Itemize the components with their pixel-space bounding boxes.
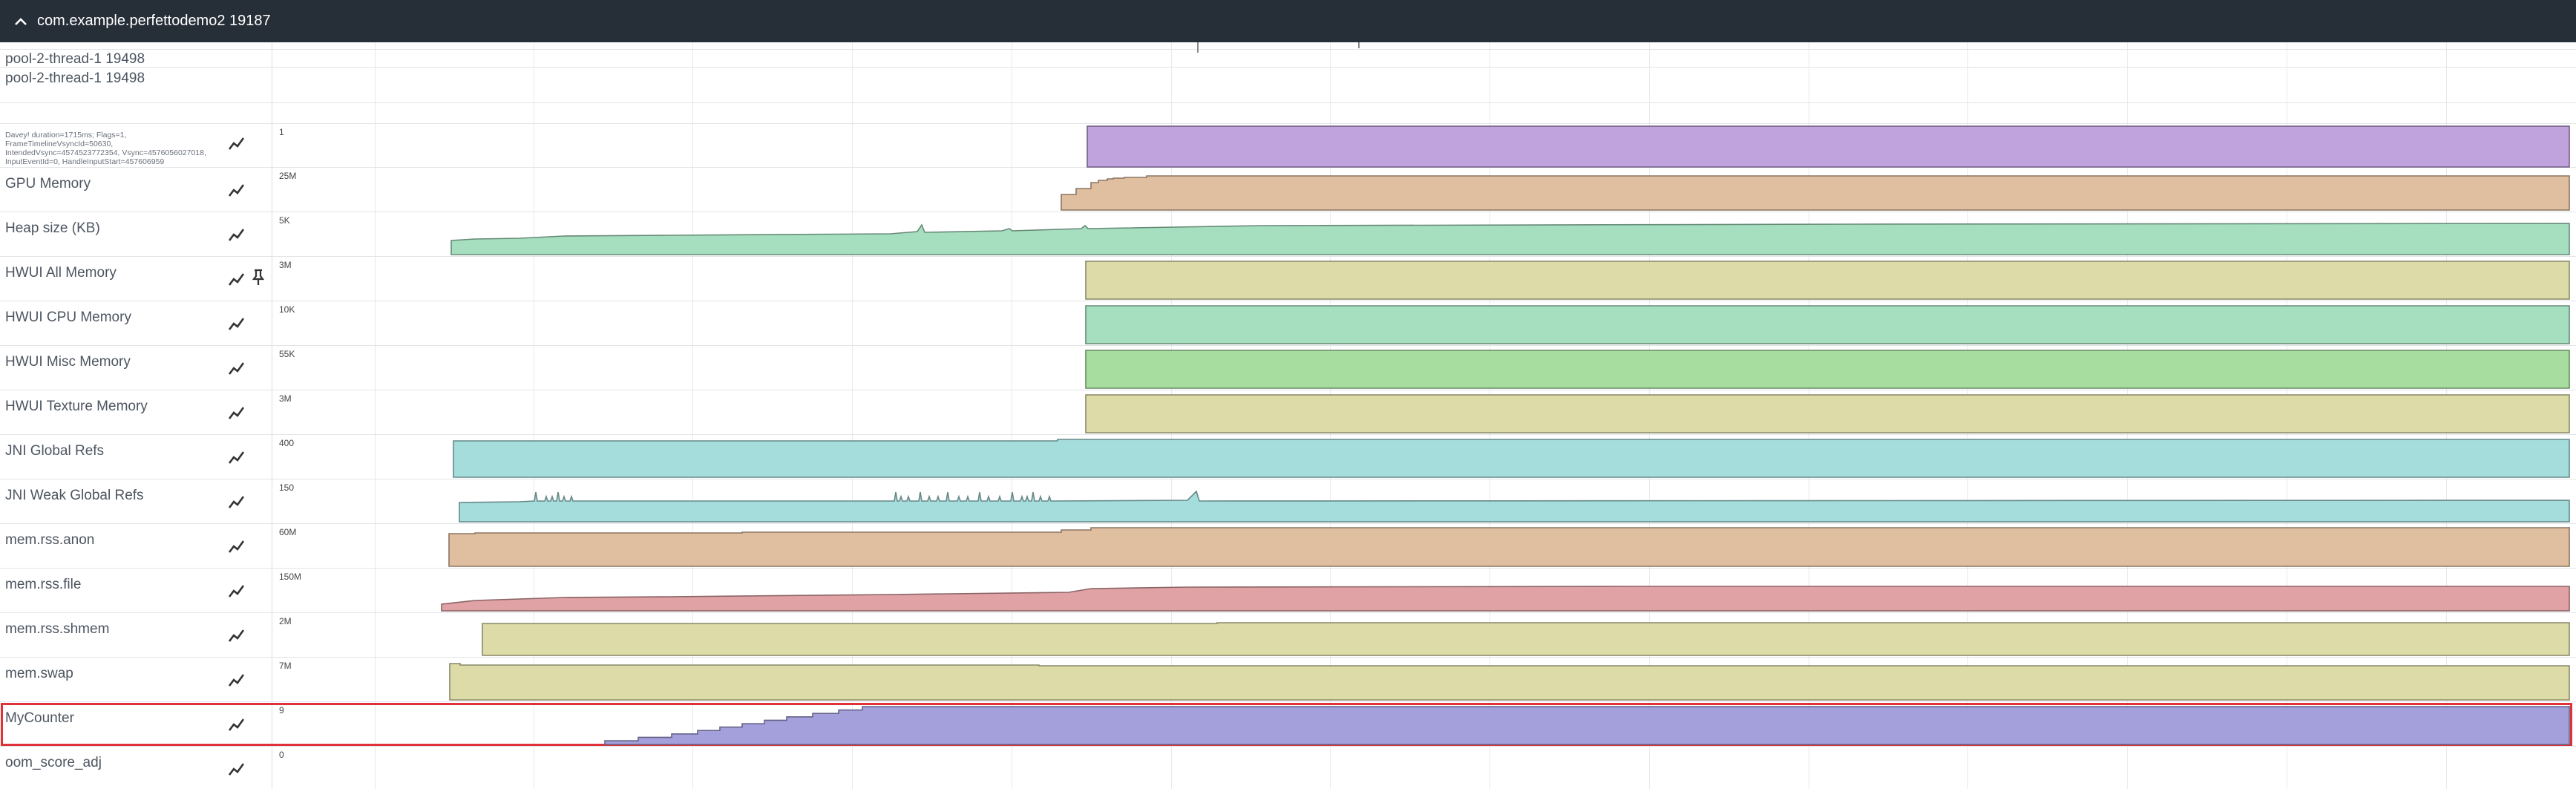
track-shell-column	[0, 42, 272, 789]
line-chart-icon[interactable]	[227, 626, 246, 645]
line-chart-icon[interactable]	[227, 403, 246, 422]
counter-area-rss-shmem[interactable]	[482, 622, 2570, 656]
counter-track-name: MyCounter	[5, 710, 74, 726]
counter-area-hwui-texture[interactable]	[1085, 394, 2570, 433]
chevron-up-icon[interactable]	[10, 11, 31, 32]
track-scale-label: 5K	[279, 215, 290, 226]
thread-row[interactable]: pool-2-thread-1 19498	[0, 50, 2576, 68]
track-scale-label: 150	[279, 482, 295, 493]
counter-track-name: mem.swap	[5, 666, 73, 681]
line-chart-icon[interactable]	[227, 670, 246, 690]
counter-track-row[interactable]: Heap size (KB) 5K	[0, 212, 2576, 257]
line-chart-icon[interactable]	[227, 359, 246, 378]
counter-track-row[interactable]: mem.rss.file 150M	[0, 569, 2576, 613]
counter-track-row[interactable]: MyCounter 9	[0, 702, 2576, 747]
counter-area-hwui-all[interactable]	[1085, 261, 2570, 300]
track-scale-label: 3M	[279, 393, 292, 404]
counter-area-rss-anon[interactable]	[448, 527, 2570, 567]
counter-track-row[interactable]: GPU Memory 25M	[0, 168, 2576, 212]
counter-track-name: oom_score_adj	[5, 755, 102, 770]
line-chart-icon[interactable]	[227, 759, 246, 779]
thread-label: pool-2-thread-1 19498	[5, 71, 145, 86]
frame-slice[interactable]	[1087, 125, 2570, 168]
counter-area-heap-size[interactable]	[450, 223, 2570, 255]
clipped-thread-row	[0, 42, 2576, 50]
counter-track-name: mem.rss.file	[5, 577, 82, 592]
counter-area-mem-swap[interactable]	[449, 663, 2570, 701]
line-chart-icon[interactable]	[227, 134, 246, 153]
line-chart-icon[interactable]	[227, 225, 246, 244]
counter-track-name: HWUI CPU Memory	[5, 310, 131, 325]
line-chart-icon[interactable]	[227, 492, 246, 511]
time-grid-line	[692, 42, 693, 789]
track-scale-label: 55K	[279, 349, 295, 359]
counter-area-rss-file[interactable]	[441, 586, 2570, 612]
track-scale-label: 7M	[279, 661, 292, 671]
counter-area-hwui-misc[interactable]	[1085, 350, 2570, 389]
line-chart-icon[interactable]	[227, 537, 246, 556]
process-header[interactable]: com.example.perfettodemo2 19187	[0, 0, 2576, 42]
line-chart-icon[interactable]	[227, 314, 246, 333]
counter-track-row[interactable]: HWUI All Memory 3M	[0, 257, 2576, 301]
counter-area-mycounter[interactable]	[604, 706, 2570, 745]
counter-track-row[interactable]: HWUI CPU Memory 10K	[0, 301, 2576, 346]
time-grid-line	[852, 42, 853, 789]
process-title: com.example.perfettodemo2 19187	[37, 13, 271, 29]
line-chart-icon[interactable]	[227, 715, 246, 734]
counter-track-name: mem.rss.anon	[5, 532, 95, 548]
line-chart-icon[interactable]	[227, 581, 246, 600]
counter-track-name: HWUI Texture Memory	[5, 399, 148, 414]
track-scale-label: 60M	[279, 527, 297, 537]
line-chart-icon[interactable]	[227, 448, 246, 467]
counter-track-name: GPU Memory	[5, 176, 91, 191]
counter-track-name: JNI Global Refs	[5, 443, 105, 459]
counter-track-row[interactable]: HWUI Misc Memory 55K	[0, 346, 2576, 390]
counter-area-hwui-cpu[interactable]	[1085, 305, 2570, 344]
counter-track-row[interactable]: mem.swap 7M	[0, 658, 2576, 702]
track-scale-label: 3M	[279, 260, 292, 270]
counter-track-row[interactable]: JNI Weak Global Refs 150	[0, 479, 2576, 524]
time-grid-line	[375, 42, 376, 789]
counter-area-jni-global[interactable]	[453, 439, 2570, 478]
thread-label: pool-2-thread-1 19498	[5, 51, 145, 67]
track-scale-label: 2M	[279, 616, 292, 626]
frame-slice-label: Davey! duration=1715ms; Flags=1, FrameTi…	[5, 131, 206, 166]
pin-icon[interactable]	[251, 269, 266, 287]
counter-track-name: HWUI Misc Memory	[5, 354, 131, 370]
track-scale-label: 9	[279, 705, 284, 716]
track-graphics	[441, 42, 2570, 745]
counter-track-name: mem.rss.shmem	[5, 621, 110, 637]
counter-track-name: JNI Weak Global Refs	[5, 488, 144, 503]
counter-track-name: HWUI All Memory	[5, 265, 117, 281]
counter-track-row[interactable]: mem.rss.anon 60M	[0, 524, 2576, 569]
counter-area-gpu-memory[interactable]	[1061, 175, 2570, 211]
track-scale-label: 150M	[279, 572, 302, 582]
track-scale-label: 1	[279, 127, 284, 137]
track-panel: pool-2-thread-1 19498 pool-2-thread-1 19…	[0, 42, 2576, 789]
counter-track-row[interactable]: mem.rss.shmem 2M	[0, 613, 2576, 658]
line-chart-icon[interactable]	[227, 269, 246, 289]
counter-track-name: Heap size (KB)	[5, 220, 100, 236]
line-chart-icon[interactable]	[227, 180, 246, 200]
track-scale-label: 25M	[279, 171, 297, 181]
counter-track-row[interactable]: JNI Global Refs 400	[0, 435, 2576, 479]
track-scale-label: 10K	[279, 304, 295, 315]
thread-row[interactable]: pool-2-thread-1 19498	[0, 68, 2576, 103]
counter-track-row[interactable]: oom_score_adj 0	[0, 747, 2576, 789]
counter-area-jni-weak[interactable]	[459, 490, 2570, 523]
counter-track-row[interactable]: HWUI Texture Memory 3M	[0, 390, 2576, 435]
track-scale-label: 400	[279, 438, 295, 448]
track-scale-label: 0	[279, 750, 284, 760]
